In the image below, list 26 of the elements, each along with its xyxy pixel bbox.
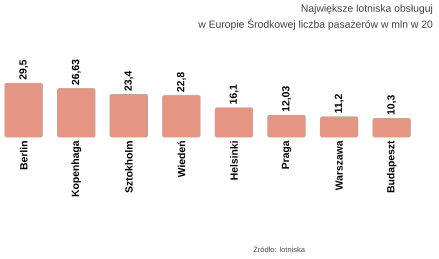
bar (4, 82, 43, 138)
data-label: 22,8 (176, 72, 186, 92)
data-label: 23,4 (124, 70, 134, 90)
x-tick-label: Budapeszt (386, 140, 396, 192)
x-tick-label: Wiedeń (178, 141, 186, 178)
bar (162, 95, 200, 138)
bar (372, 118, 411, 138)
x-tick-label: Helsinki (230, 141, 238, 180)
data-label: 11,2 (334, 94, 344, 113)
x-tick-label: Warszawa (335, 140, 343, 190)
data-label: 10,3 (387, 95, 396, 114)
data-label: 29,5 (19, 60, 28, 80)
bar (320, 116, 358, 138)
x-tick-label: Sztokholm (125, 141, 133, 193)
chart-subtitle: w Europie Środkowej liczba pasażerów w mln w 20 (198, 18, 432, 30)
x-tick-label: Berlin (20, 141, 28, 170)
bar (110, 94, 148, 138)
x-tick-label: Kopenhaga (71, 140, 82, 196)
bar (267, 114, 306, 138)
x-tick-label: Praga (282, 140, 292, 169)
data-label: 12,03 (282, 86, 291, 112)
data-label: 26,63 (72, 59, 81, 85)
bar (214, 107, 254, 138)
data-label: 16,1 (230, 84, 238, 104)
chart-title: Największe lotniska obsługuj (302, 4, 432, 14)
bar (57, 88, 96, 138)
